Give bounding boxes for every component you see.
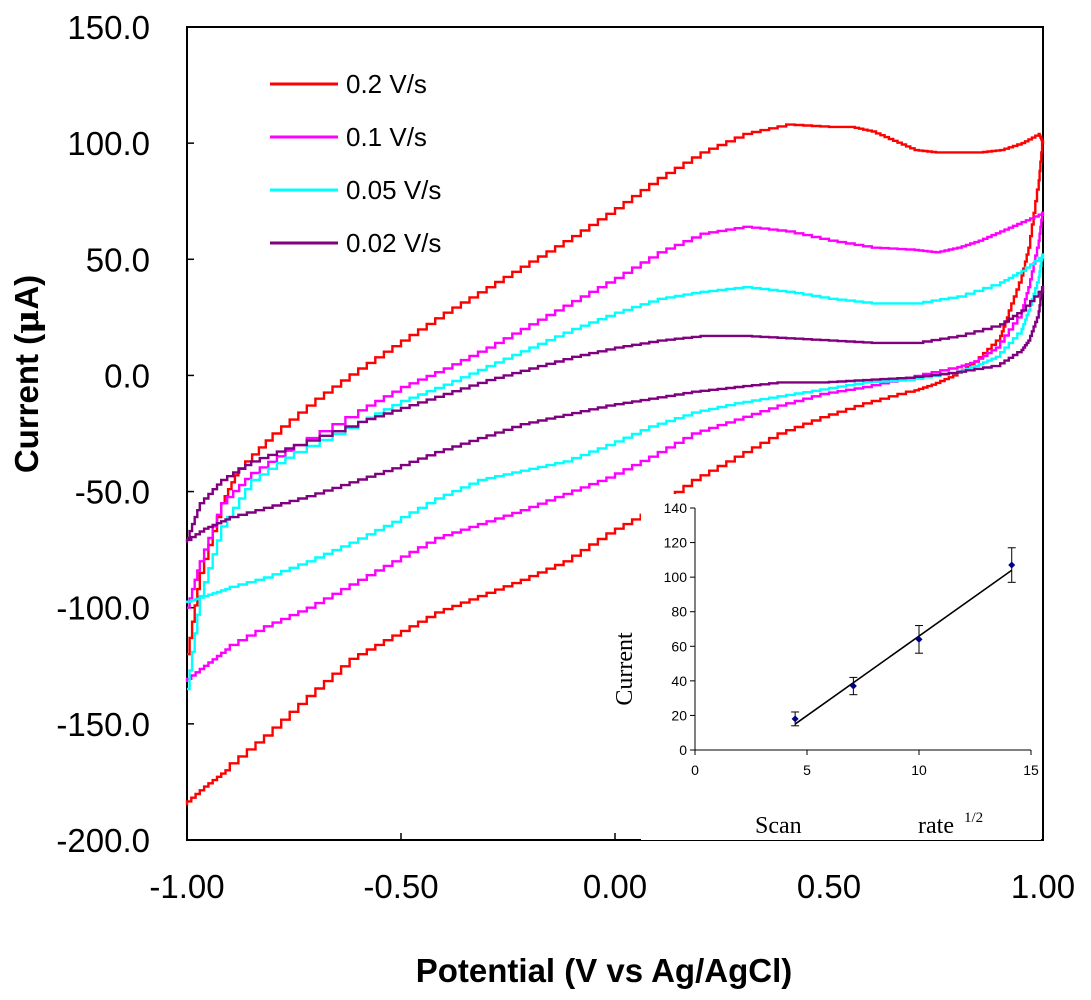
y-tick-label-2: 50.0 [86, 241, 150, 278]
inset-y-axis-title: Current [612, 632, 638, 706]
inset-x-label-rate: rate [918, 813, 954, 839]
x-axis-title: Potential (V vs Ag/AgCl) [416, 952, 792, 989]
series-line-0-2-v-s [185, 123, 1045, 806]
inset-y-tick-label-6: 120 [664, 535, 688, 551]
inset-x-tick-label-2: 10 [911, 762, 927, 778]
inset-data-point-0 [791, 715, 799, 723]
legend-label-2: 0.05 V/s [346, 175, 441, 205]
inset-data-point-1 [849, 682, 857, 690]
inset-x-label-scan: Scan [755, 813, 802, 839]
x-tick-label-1: -0.50 [363, 868, 438, 905]
legend-label-0: 0.2 V/s [346, 69, 427, 99]
inset-data-marks [791, 547, 1016, 727]
y-tick-label-6: -150.0 [56, 706, 150, 743]
inset-axes: 0 20 40 60 80 100 120 140 0 5 10 15 [664, 500, 1039, 778]
series-line-0-1-v-s [185, 211, 1045, 682]
legend: 0.2 V/s 0.1 V/s 0.05 V/s 0.02 V/s [270, 69, 441, 258]
y-axis-title: Current (μA) [7, 275, 46, 473]
legend-label-3: 0.02 V/s [346, 228, 441, 258]
inset-background [641, 494, 1041, 840]
inset-y-tick-label-7: 140 [664, 500, 688, 516]
inset-y-tick-label-4: 80 [671, 604, 687, 620]
x-tick-label-3: 0.50 [797, 868, 861, 905]
inset-y-tick-label-2: 40 [671, 673, 687, 689]
y-axis-title-suffix: A) [8, 275, 45, 310]
x-tick-label-2: 0.00 [583, 868, 647, 905]
y-tick-label-7: -200.0 [56, 822, 150, 859]
legend-label-1: 0.1 V/s [346, 122, 427, 152]
inset-y-tick-label-1: 20 [671, 707, 687, 723]
y-tick-label-0: 150.0 [67, 9, 150, 46]
main-tick-labels: -1.00 -0.50 0.00 0.50 1.00 150.0 100.0 50.0 0.0 -… [56, 9, 1075, 905]
inset-x-tick-label-3: 15 [1023, 762, 1039, 778]
series-line-0-02-v-s [185, 286, 1045, 543]
x-tick-label-4: 1.00 [1011, 868, 1075, 905]
y-tick-label-3: 0.0 [104, 357, 150, 394]
inset-y-tick-label-0: 0 [679, 742, 687, 758]
inset-x-label-exponent: 1/2 [964, 810, 983, 826]
inset-x-tick-label-1: 5 [803, 762, 811, 778]
y-tick-label-5: -100.0 [56, 590, 150, 627]
main-series-group [185, 123, 1045, 806]
y-tick-label-4: -50.0 [75, 474, 150, 511]
y-tick-label-1: 100.0 [67, 125, 150, 162]
y-axis-title-mu: μ [7, 310, 46, 334]
inset-y-tick-label-5: 100 [664, 569, 688, 585]
inset-fit-line [794, 569, 1013, 725]
x-tick-label-0: -1.00 [149, 868, 224, 905]
inset-y-tick-label-3: 60 [671, 638, 687, 654]
y-axis-title-prefix: Current ( [8, 334, 45, 473]
inset-data-point-2 [915, 635, 923, 643]
inset-chart: 0 20 40 60 80 100 120 140 0 5 10 15 Current Scan ra… [612, 494, 1041, 840]
inset-data-point-3 [1008, 561, 1016, 569]
inset-x-tick-label-0: 0 [691, 762, 699, 778]
